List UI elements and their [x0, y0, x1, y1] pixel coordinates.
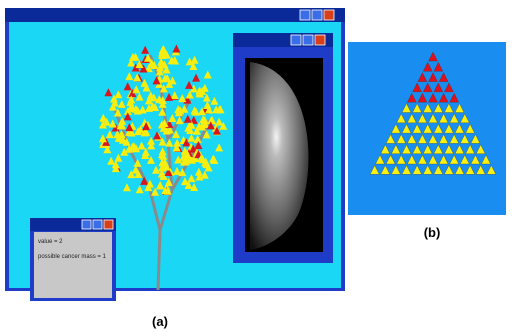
dialog-text: possible cancer mass = 1 [38, 254, 107, 260]
close-button[interactable] [104, 220, 113, 229]
maximize-button[interactable] [303, 35, 313, 45]
close-button[interactable] [324, 10, 334, 20]
maximize-button[interactable] [312, 10, 322, 20]
maximize-button[interactable] [93, 220, 102, 229]
dialog-window: value = 2 possible cancer mass = 1 [30, 218, 116, 301]
close-button[interactable] [315, 35, 325, 45]
dialog-text: value = 2 [38, 239, 63, 245]
minimize-button[interactable] [300, 10, 310, 20]
figure: value = 2 possible cancer mass = 1 (a) (… [0, 0, 513, 333]
caption: (a) [152, 314, 168, 329]
minimize-button[interactable] [291, 35, 301, 45]
caption: (b) [424, 225, 441, 240]
image-window [233, 33, 333, 263]
minimize-button[interactable] [82, 220, 91, 229]
